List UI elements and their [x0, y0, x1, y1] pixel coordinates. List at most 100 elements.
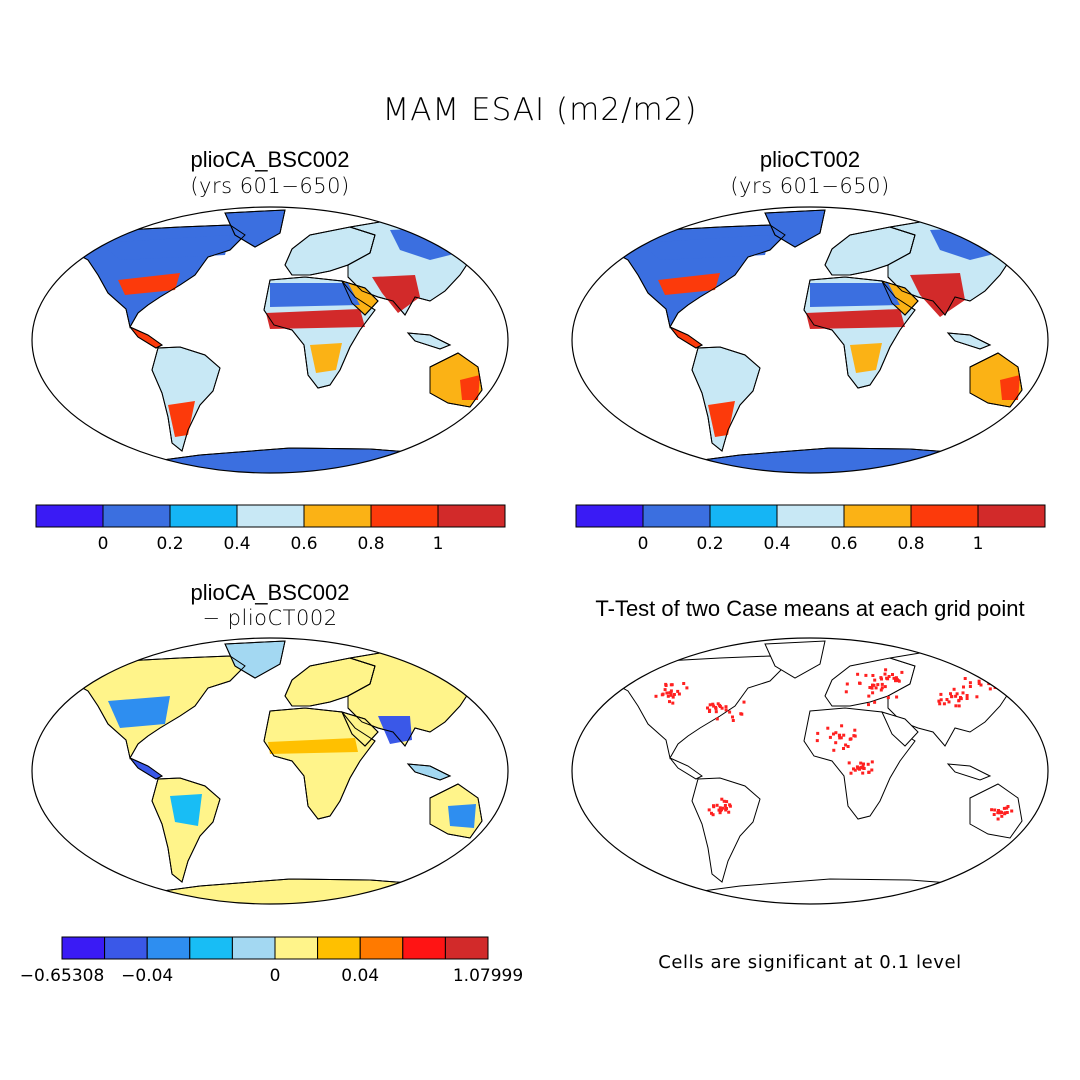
significance-dot	[718, 703, 722, 707]
colorbar-swatch	[575, 504, 644, 528]
significance-dot	[718, 806, 722, 810]
significance-dot	[661, 692, 665, 696]
significance-dot	[947, 700, 951, 704]
colorbar-swatch	[102, 504, 171, 528]
significance-note: Cells are significant at 0.1 level	[658, 952, 962, 973]
significance-dot	[959, 697, 963, 701]
colorbar-swatch	[843, 504, 912, 528]
significance-dot	[876, 683, 880, 687]
colorbar-swatch	[169, 504, 238, 528]
colorbar-tick-label: 0	[638, 534, 649, 554]
significance-dot	[838, 733, 842, 737]
significance-dot	[852, 734, 856, 738]
significance-dot	[710, 811, 713, 815]
significance-dot	[862, 762, 865, 766]
significance-dot	[938, 702, 942, 706]
region-canada	[100, 235, 230, 260]
significance-dot	[715, 803, 719, 807]
significance-dot	[962, 685, 965, 689]
significance-dot	[816, 731, 820, 735]
land-south-america	[691, 777, 761, 883]
colorbar-swatch	[317, 936, 361, 960]
significance-dot	[677, 692, 681, 696]
colorbar-swatch	[977, 504, 1046, 528]
region-amazon-s	[168, 401, 195, 437]
region-aus	[448, 804, 476, 828]
colorbar-tick-label: 0	[98, 534, 109, 554]
colorbar-swatch	[146, 936, 191, 960]
map-border	[571, 206, 1049, 474]
significance-dot	[815, 739, 819, 743]
significance-dot	[1010, 809, 1014, 813]
significance-dot	[993, 808, 997, 812]
significance-dot	[957, 704, 961, 708]
map-border	[571, 637, 1049, 905]
significance-dot	[672, 693, 676, 696]
significance-dot	[834, 731, 838, 735]
significance-dot	[886, 677, 890, 681]
significance-dot	[849, 737, 853, 741]
significance-dot	[669, 693, 673, 697]
panel-2-subtitle: (yrs 601−650)	[730, 174, 890, 198]
colorbar-tick-label: 0	[270, 966, 281, 986]
significance-dot	[832, 748, 836, 752]
coastline-indonesia	[406, 763, 452, 781]
significance-dot	[891, 673, 894, 676]
significance-dot	[957, 698, 961, 702]
coastline-greenland	[224, 209, 286, 248]
colorbar-swatch	[444, 936, 489, 960]
significance-dot	[722, 799, 726, 803]
land-indonesia	[946, 763, 992, 781]
significance-dot	[900, 670, 904, 674]
significance-dot	[990, 808, 994, 812]
significance-dot	[965, 697, 969, 700]
colorbar-swatch	[709, 504, 778, 528]
significance-dot	[731, 715, 734, 719]
significance-dot	[847, 761, 851, 765]
significance-dot	[671, 701, 675, 705]
significance-dot	[842, 747, 845, 750]
coastline-indonesia	[946, 332, 992, 350]
significance-dot	[887, 675, 891, 678]
region-sahara	[270, 283, 360, 307]
colorbar-tick-label: 0.04	[341, 966, 379, 986]
significance-dot	[982, 673, 986, 677]
coastline-south-america	[151, 777, 221, 883]
significance-dot	[870, 760, 874, 764]
significance-dot	[968, 681, 972, 685]
significance-dot	[834, 741, 838, 745]
significance-dot	[988, 687, 992, 691]
significance-dot	[870, 768, 874, 772]
map-panel-2	[571, 206, 1049, 474]
significance-dot	[740, 712, 744, 716]
significance-dot	[846, 745, 850, 748]
significance-dot	[842, 733, 846, 737]
significance-dot	[1006, 805, 1010, 808]
significance-dot	[991, 681, 995, 685]
significance-dot	[997, 809, 1000, 812]
significance-dot	[844, 743, 848, 747]
significance-dot	[845, 682, 849, 686]
significance-dot	[826, 726, 830, 730]
significance-dot	[731, 719, 735, 722]
colorbar-swatch	[61, 936, 106, 960]
significance-dot	[723, 804, 727, 807]
colorbar-tick-label: 0.2	[156, 534, 183, 554]
colorbar-2: 0 0.2 0.4 0.6 0.8 1	[575, 504, 1046, 554]
significance-dot	[1012, 681, 1016, 685]
significance-dot	[664, 682, 668, 686]
significance-dot	[712, 805, 716, 809]
figure-title: MAM ESAI (m2/m2)	[382, 92, 698, 128]
colorbar-swatch	[910, 504, 979, 528]
significance-dot	[682, 682, 686, 685]
significance-dot	[879, 688, 883, 692]
significance-dot	[728, 804, 732, 808]
significance-dot	[859, 761, 863, 765]
significance-dot	[871, 683, 874, 687]
region-africa-s	[850, 343, 882, 373]
coastline-central-america	[129, 757, 163, 780]
significance-dot	[897, 679, 901, 683]
significance-dot	[965, 694, 969, 697]
significance-dot	[996, 665, 1000, 668]
coastline-australia	[969, 352, 1023, 408]
